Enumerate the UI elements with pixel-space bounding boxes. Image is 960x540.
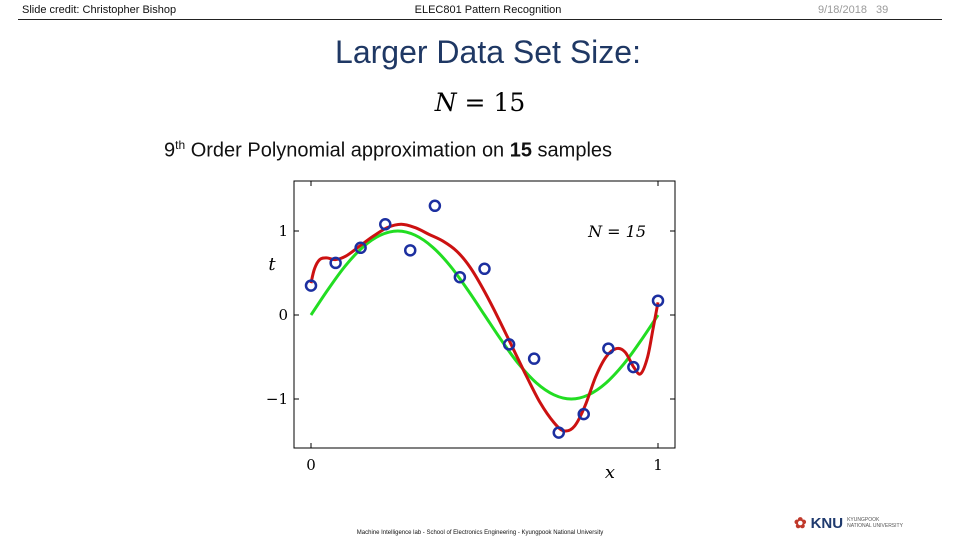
data-point (577, 407, 590, 421)
subtitle-order: 9 (164, 139, 176, 162)
data-point (627, 360, 640, 374)
subtitle-superscript: th (175, 138, 186, 152)
data-point (453, 270, 467, 284)
logo-subtext-line2: NATIONAL UNIVERSITY (847, 523, 903, 529)
logo-subtext-line1: KYUNGPOOK (847, 517, 880, 523)
course-title: ELEC801 Pattern Recognition (414, 4, 562, 16)
data-point (329, 256, 342, 270)
sample-size-equation: N = 15 (0, 88, 960, 117)
slide-subtitle: 9th Order Polynomial approximation on 15… (164, 138, 612, 163)
y-axis-label: t (268, 254, 276, 275)
data-point (478, 262, 491, 276)
subtitle-middle: Order Polynomial approximation on (185, 139, 510, 162)
x-axis-label: x (605, 462, 615, 483)
slide-credit: Slide credit: Christopher Bishop (22, 4, 177, 16)
header-divider (18, 19, 942, 20)
data-point (602, 342, 615, 355)
data-point (552, 426, 566, 439)
logo-wordmark: KNU (810, 514, 844, 532)
axis-ticks: 0 1 −1 0 1 (266, 181, 675, 474)
data-point (527, 352, 541, 365)
x-tick-label: 1 (653, 456, 663, 474)
data-point (379, 218, 392, 231)
y-tick-label: −1 (266, 390, 288, 408)
equation-value: = 15 (456, 88, 526, 117)
y-tick-label: 0 (278, 306, 288, 324)
slide-date: 9/18/2018 (818, 4, 867, 16)
y-tick-label: 1 (278, 222, 288, 240)
university-logo: ✿ KNU KYUNGPOOK NATIONAL UNIVERSITY (794, 514, 903, 533)
curves-layer (309, 222, 660, 433)
true-function-curve (309, 229, 660, 401)
subtitle-end: samples (532, 139, 613, 162)
equation-variable: N (434, 88, 457, 117)
data-points-layer (304, 199, 665, 439)
data-point (403, 244, 417, 257)
chart-annotation: N = 15 (587, 222, 646, 241)
data-point (354, 241, 367, 255)
data-point (428, 199, 442, 213)
subtitle-sample-count: 15 (509, 139, 532, 162)
logo-emblem: ✿ (794, 515, 807, 532)
polynomial-fit-curve (309, 222, 660, 433)
slide-number: 39 (876, 4, 889, 16)
logo-subtext: KYUNGPOOK NATIONAL UNIVERSITY (847, 517, 903, 529)
slide-title: Larger Data Set Size: (335, 34, 641, 70)
data-point (651, 294, 665, 307)
data-point (502, 338, 516, 351)
x-tick-label: 0 (306, 456, 316, 474)
data-point (304, 279, 318, 292)
footer-text: Machine Intelligence lab - School of Ele… (356, 530, 604, 536)
